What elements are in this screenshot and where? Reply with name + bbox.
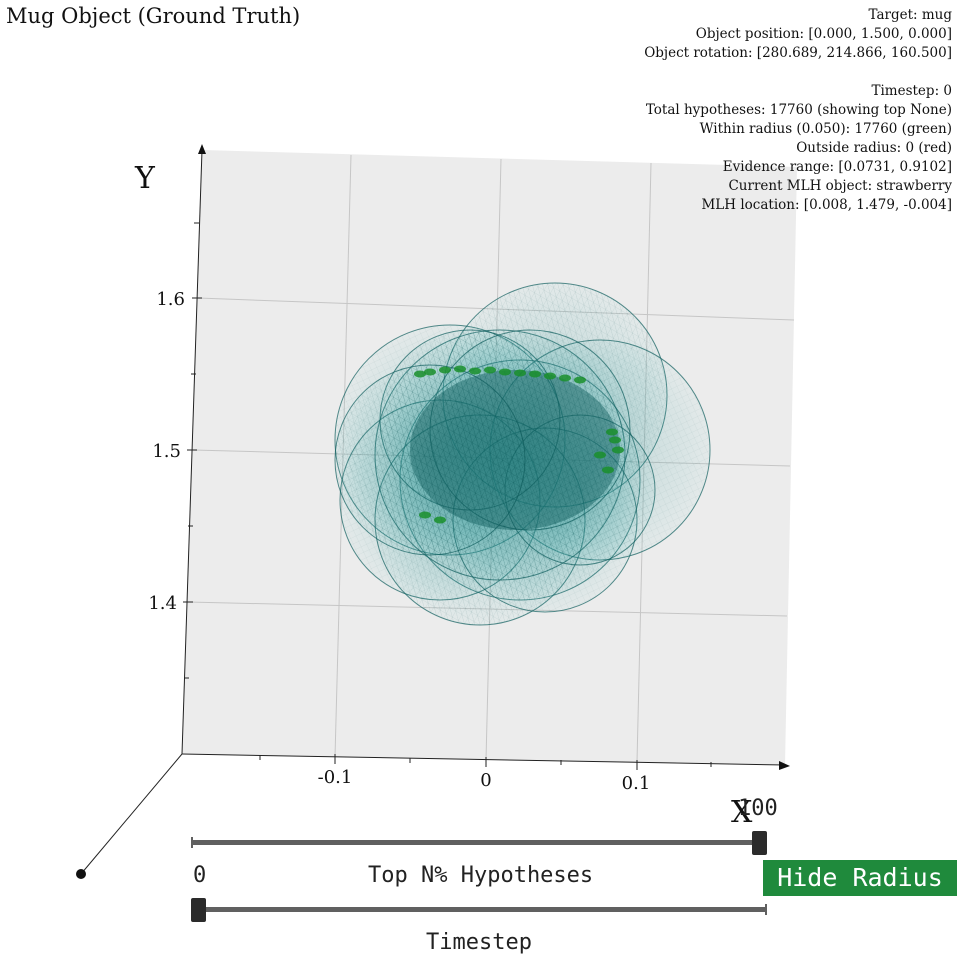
hypothesis-point — [594, 451, 606, 459]
top-n-slider-max-label: 100 — [738, 796, 778, 821]
outside-radius-count: Outside radius: 0 (red) — [796, 140, 952, 156]
evidence-range: Evidence range: [0.0731, 0.9102] — [722, 159, 952, 175]
hypothesis-point — [439, 366, 451, 374]
hypothesis-points — [414, 365, 624, 524]
dense-hypothesis-core — [410, 370, 620, 530]
hypothesis-point — [544, 372, 556, 380]
hide-radius-button[interactable]: Hide Radius — [763, 860, 957, 896]
mlh-location: MLH location: [0.008, 1.479, -0.004] — [701, 197, 952, 213]
hypothesis-point — [574, 376, 586, 384]
top-n-slider-endcap — [191, 837, 193, 848]
y-axis-title: Y — [134, 161, 156, 196]
target-label: Target: mug — [868, 7, 953, 23]
radius-sphere-mesh — [335, 365, 525, 555]
top-n-slider-handle[interactable] — [752, 831, 767, 855]
x-tick-label: 0.1 — [622, 773, 651, 794]
hypothesis-point — [602, 466, 614, 474]
hypothesis-point — [484, 366, 496, 374]
hypothesis-point — [606, 428, 618, 436]
hypothesis-radius-spheres — [334, 282, 711, 626]
hypothesis-point — [469, 367, 481, 375]
timestep-slider-track[interactable] — [191, 907, 767, 912]
top-n-slider-min-label: 0 — [193, 863, 207, 888]
timestep-slider-handle[interactable] — [191, 898, 206, 922]
axis-lines — [80, 149, 786, 875]
y-tick-label: 1.5 — [152, 441, 181, 462]
hypothesis-point — [419, 511, 431, 519]
x-axis-title: X — [731, 795, 753, 830]
x-axis-ticks — [259, 754, 712, 770]
info-panel: Target: mug Object position: [0.000, 1.5… — [644, 6, 952, 215]
y-tick-label: 1.4 — [148, 593, 177, 614]
hypothesis-point — [609, 436, 621, 444]
y-tick-label: 1.6 — [156, 289, 185, 310]
top-n-slider-label: Top N% Hypotheses — [368, 863, 594, 888]
hypothesis-point — [612, 446, 624, 454]
object-rotation: Object rotation: [280.689, 214.866, 160.… — [644, 45, 952, 61]
timestep-readout: Timestep: 0 — [871, 83, 952, 99]
z-axis-endpoint — [76, 869, 86, 879]
hypothesis-point — [414, 370, 426, 378]
plot-title: Mug Object (Ground Truth) — [6, 4, 301, 28]
hypothesis-point — [559, 374, 571, 382]
y-axis-arrow — [198, 144, 206, 154]
within-radius-count: Within radius (0.050): 17760 (green) — [699, 121, 952, 137]
total-hypotheses: Total hypotheses: 17760 (showing top Non… — [645, 102, 952, 118]
hypothesis-point — [434, 516, 446, 524]
hypothesis-point — [514, 369, 526, 377]
hypothesis-point — [424, 368, 436, 376]
y-axis-ticks — [183, 222, 202, 679]
current-mlh-object: Current MLH object: strawberry — [728, 178, 952, 194]
x-tick-label: 0 — [480, 770, 491, 791]
timestep-slider-endcap — [765, 904, 767, 915]
x-tick-label: -0.1 — [318, 767, 353, 788]
hypothesis-point — [499, 368, 511, 376]
top-n-slider-track[interactable] — [191, 840, 767, 845]
x-axis-arrow — [779, 761, 790, 770]
hypothesis-point — [454, 365, 466, 373]
hypothesis-point — [529, 370, 541, 378]
timestep-slider-label: Timestep — [426, 930, 532, 955]
object-position: Object position: [0.000, 1.500, 0.000] — [695, 26, 952, 42]
